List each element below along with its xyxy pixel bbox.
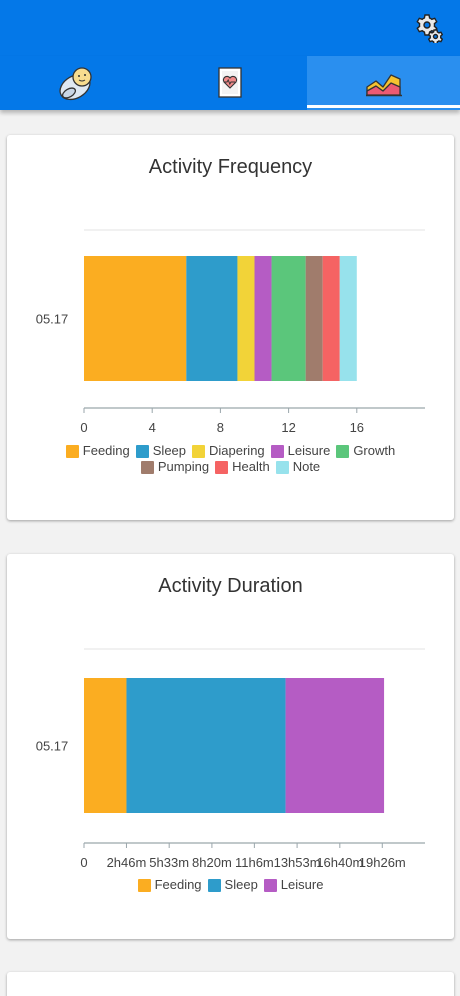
legend-item-sleep[interactable]: Sleep — [207, 877, 258, 893]
legend-item-diapering[interactable]: Diapering — [192, 443, 265, 459]
x-tick-label: 8 — [217, 420, 224, 435]
active-tab-indicator — [307, 105, 460, 108]
legend-row: Feeding Sleep Diapering Leisure Growth — [7, 443, 454, 459]
legend-label: Leisure — [287, 443, 331, 458]
legend-label: Sleep — [152, 443, 187, 458]
activity-frequency-card: Activity Frequency 0 4 8 12 16 05.17 Feeding … — [7, 135, 454, 520]
legend-swatch — [192, 444, 206, 458]
x-tick-label: 0 — [80, 855, 87, 870]
bar-segment-leisure — [285, 678, 385, 813]
legend-label: Note — [292, 459, 321, 474]
x-tick-label: 16h40m — [316, 855, 363, 870]
legend-item-health[interactable]: Health — [215, 459, 270, 475]
bar-segment-feeding — [84, 678, 127, 813]
legend-label: Leisure — [280, 877, 324, 892]
legend-swatch — [215, 460, 229, 474]
activity-frequency-chart: 0 4 8 12 16 05.17 — [36, 229, 425, 435]
bar-segment-growth — [271, 256, 306, 381]
legend-label: Sleep — [224, 877, 258, 892]
bar-segment-diapering — [237, 256, 255, 381]
chart-title: Activity Duration — [158, 575, 303, 597]
legend-swatch — [140, 460, 154, 474]
health-record-icon — [217, 67, 242, 98]
legend-label: Growth — [353, 443, 396, 458]
activity-duration-card: Activity Duration 0 2h46m 5h33m 8h20m 11h6m 1… — [7, 554, 454, 939]
chart-title: Activity Frequency — [148, 156, 313, 178]
legend-swatch — [336, 444, 350, 458]
bar-segment-sleep — [126, 678, 286, 813]
legend-item-pumping[interactable]: Pumping — [140, 459, 210, 475]
chart-icon — [365, 74, 402, 97]
x-tick-label: 16 — [350, 420, 364, 435]
settings-button[interactable] — [410, 10, 446, 46]
category-label: 05.17 — [36, 312, 69, 327]
legend-swatch — [263, 878, 277, 892]
legend-item-feeding[interactable]: Feeding — [65, 443, 130, 459]
legend-item-note[interactable]: Note — [275, 459, 321, 475]
x-tick-label: 5h33m — [149, 855, 189, 870]
tab-bar — [0, 56, 460, 110]
chart-legend: Feeding Sleep Diapering Leisure Growth P… — [7, 443, 454, 475]
bar-segment-pumping — [305, 256, 323, 381]
tab-health-record[interactable] — [153, 56, 306, 110]
legend-label: Feeding — [154, 877, 202, 892]
bar-segment-sleep — [186, 256, 238, 381]
legend-swatch — [65, 444, 79, 458]
tab-baby[interactable] — [0, 56, 153, 110]
x-tick-label: 8h20m — [192, 855, 232, 870]
chart-legend: Feeding Sleep Leisure — [7, 877, 454, 893]
legend-swatch — [270, 444, 284, 458]
x-tick-label: 11h6m — [235, 855, 274, 870]
bar-segment-health — [322, 256, 340, 381]
legend-row: Pumping Health Note — [7, 459, 454, 475]
legend-swatch — [275, 460, 289, 474]
bar-segment-feeding — [84, 256, 187, 381]
legend-item-leisure[interactable]: Leisure — [263, 877, 324, 893]
legend-label: Feeding — [82, 443, 130, 458]
category-label: 05.17 — [36, 739, 69, 754]
legend-item-feeding[interactable]: Feeding — [137, 877, 202, 893]
legend-swatch — [137, 878, 151, 892]
legend-item-growth[interactable]: Growth — [336, 443, 395, 459]
app-bar — [0, 0, 460, 56]
x-tick-label: 0 — [80, 420, 87, 435]
legend-item-leisure[interactable]: Leisure — [270, 443, 331, 459]
next-chart-card — [7, 972, 454, 996]
legend-label: Health — [232, 459, 270, 474]
x-tick-label: 19h26m — [359, 855, 406, 870]
x-tick-label: 4 — [149, 420, 156, 435]
bar-segment-note — [339, 256, 357, 381]
tab-statistics[interactable] — [307, 56, 460, 110]
baby-icon — [58, 67, 92, 101]
legend-item-sleep[interactable]: Sleep — [135, 443, 187, 459]
x-tick-label: 12 — [281, 420, 295, 435]
legend-label: Diapering — [209, 443, 265, 458]
legend-swatch — [135, 444, 149, 458]
x-tick-label: 13h53m — [274, 855, 321, 870]
x-tick-label: 2h46m — [107, 855, 147, 870]
gear-icon — [416, 14, 443, 43]
legend-row: Feeding Sleep Leisure — [7, 877, 454, 893]
bar-segment-leisure — [254, 256, 272, 381]
legend-label: Pumping — [157, 459, 210, 474]
legend-swatch — [207, 878, 221, 892]
